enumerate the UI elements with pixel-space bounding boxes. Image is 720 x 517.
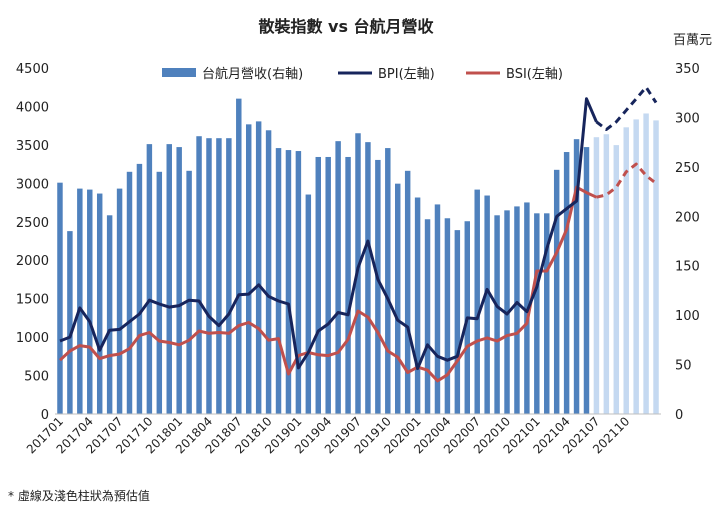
revenue-bar <box>116 188 123 414</box>
revenue-bar-forecast <box>623 127 629 415</box>
revenue-bar <box>395 183 401 414</box>
left-axis-tick-label: 3500 <box>16 139 49 154</box>
revenue-bar <box>345 156 351 414</box>
revenue-bar <box>573 139 580 415</box>
revenue-bar <box>544 213 550 414</box>
revenue-bar <box>255 121 262 414</box>
bpi-line <box>59 97 598 371</box>
right-axis-tick-label: 250 <box>675 161 700 176</box>
revenue-bar <box>156 171 163 414</box>
left-axis-tick-label: 2500 <box>16 216 49 231</box>
footnote: * 虛線及淺色柱狀為預估值 <box>8 488 150 503</box>
legend-label: BPI(左軸) <box>378 67 435 82</box>
left-axis-tick-label: 4500 <box>16 62 49 77</box>
revenue-bar <box>424 219 431 414</box>
revenue-bar <box>295 151 302 415</box>
right-axis-tick-label: 150 <box>675 260 700 275</box>
left-axis-tick-label: 1000 <box>16 331 49 346</box>
revenue-bar <box>365 142 371 414</box>
revenue-bar <box>236 98 242 414</box>
revenue-bar <box>196 136 202 414</box>
bpi-line-forecast <box>595 85 658 131</box>
revenue-bar <box>226 138 232 414</box>
revenue-bar <box>96 193 103 414</box>
revenue-bar <box>77 188 83 414</box>
right-axis-tick-label: 200 <box>675 210 700 225</box>
revenue-bar <box>325 156 331 414</box>
revenue-bar <box>315 156 321 414</box>
revenue-bar-forecast <box>643 113 649 414</box>
revenue-bar <box>583 147 590 415</box>
revenue-bar <box>166 144 172 414</box>
chart-title: 散裝指數 vs 台航月營收 <box>258 17 433 36</box>
revenue-bar <box>404 170 411 414</box>
right-axis-tick-label: 350 <box>675 62 700 77</box>
revenue-bar <box>454 230 461 414</box>
revenue-bar <box>385 148 391 414</box>
revenue-bar <box>305 194 312 414</box>
line-series <box>58 85 658 383</box>
revenue-bar <box>335 141 341 414</box>
revenue-bar-forecast <box>653 120 659 414</box>
revenue-bar <box>375 159 381 414</box>
revenue-bar <box>534 213 540 414</box>
revenue-bar <box>245 124 252 414</box>
revenue-bar <box>494 215 500 414</box>
right-axis-unit: 百萬元 <box>673 33 712 48</box>
legend-label: BSI(左軸) <box>506 67 563 82</box>
revenue-bar <box>414 197 421 414</box>
revenue-bar <box>67 231 73 414</box>
revenue-bar <box>206 138 212 414</box>
revenue-bar <box>444 218 451 414</box>
left-axis-tick-label: 0 <box>41 408 49 423</box>
bar-series <box>57 98 659 415</box>
revenue-bar <box>126 171 133 414</box>
right-axis-tick-label: 100 <box>675 309 700 324</box>
right-axis-tick-label: 0 <box>675 408 683 423</box>
revenue-bar <box>474 189 480 414</box>
left-axis-tick-label: 500 <box>24 370 49 385</box>
left-axis-tick-label: 1500 <box>16 293 49 308</box>
revenue-bar-forecast <box>603 134 610 414</box>
revenue-bar <box>186 170 192 414</box>
left-axis-tick-label: 2000 <box>16 254 49 269</box>
revenue-bar <box>106 215 113 414</box>
revenue-bar-forecast <box>593 137 600 414</box>
revenue-bar <box>136 163 143 414</box>
right-axis-tick-label: 50 <box>675 359 692 374</box>
revenue-bar <box>216 138 222 414</box>
revenue-bar <box>553 169 560 414</box>
revenue-bar <box>176 147 182 415</box>
revenue-bar-forecast <box>613 145 620 414</box>
revenue-bar <box>265 130 272 414</box>
revenue-bar <box>275 148 282 414</box>
left-axis-tick-label: 4000 <box>16 100 49 115</box>
revenue-bar <box>514 206 520 414</box>
bsi-line-forecast <box>596 162 657 199</box>
legend-swatch-bar <box>162 68 196 77</box>
revenue-bar <box>434 204 441 414</box>
revenue-bar <box>87 189 93 414</box>
right-axis-tick-label: 300 <box>675 111 700 126</box>
revenue-bar <box>563 152 570 414</box>
revenue-bar <box>57 182 63 414</box>
legend-label: 台航月營收(右軸) <box>202 66 303 82</box>
revenue-bar <box>146 144 153 414</box>
revenue-bar-forecast <box>633 119 639 415</box>
legend: 台航月營收(右軸) BPI(左軸) BSI(左軸) <box>162 66 563 82</box>
bsi-line <box>58 185 598 383</box>
revenue-bar <box>285 150 292 414</box>
left-axis-tick-label: 3000 <box>16 177 49 192</box>
revenue-bar <box>484 195 490 414</box>
